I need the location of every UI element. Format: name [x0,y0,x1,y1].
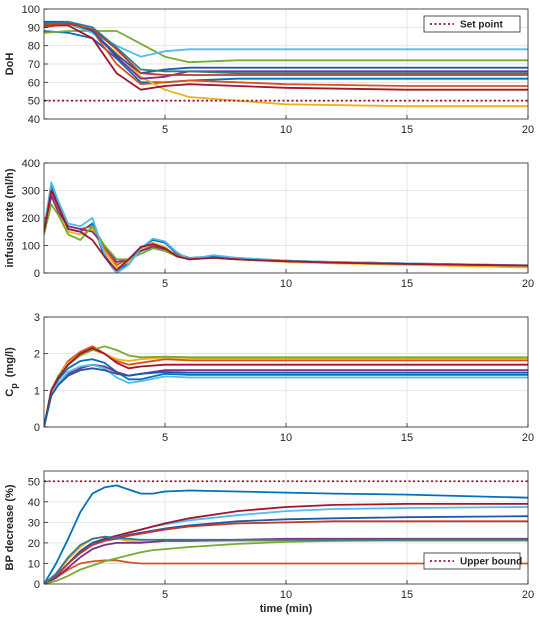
y-tick-label: 100 [22,241,40,253]
y-tick-label: 3 [34,312,40,324]
x-tick-label: 15 [401,278,413,290]
x-tick-label: 20 [522,124,534,136]
x-tick-label: 10 [280,124,292,136]
x-tick-label: 10 [280,432,292,444]
legend-label: Upper bound [460,557,522,568]
series-line-1 [44,484,528,584]
panel-2: 0 100 200 300 400 5 10 15 20 infusion rate (ml/h) [4,158,534,290]
legend: Set point [423,15,521,33]
series-line-4 [44,537,528,584]
y-tick-label: 400 [22,158,40,170]
series-group [44,484,528,584]
x-tick-label: 15 [401,589,413,601]
x-tick-label: 5 [162,278,168,290]
panel-3: 0 1 2 3 5 10 15 20 Cp (mg/l) [4,312,534,444]
series-line-7 [44,189,528,272]
x-tick-label: 5 [162,432,168,444]
y-tick-label: 2 [34,349,40,361]
series-line-10 [44,535,528,584]
y-axis-label: infusion rate (ml/h) [4,168,16,267]
x-tick-label: 10 [280,589,292,601]
series-line-5 [44,538,528,584]
panel-1: 40 50 60 70 80 90 100 5 10 15 20 DoH Set point [4,4,534,136]
y-tick-label: 0 [34,268,40,280]
x-tick-label: 15 [401,432,413,444]
series-line-2 [44,559,528,584]
x-tick-label: 20 [522,278,534,290]
legend-box [423,15,521,33]
y-tick-label: 100 [22,4,40,16]
series-line-5 [44,30,528,64]
y-tick-label: 30 [28,517,40,529]
series-group [44,20,528,108]
legend-label: Set point [460,20,503,31]
y-axis-label: BP decrease (%) [4,484,16,570]
y-axis-label: Cp (mg/l) [4,347,19,397]
series-line-9 [44,22,528,76]
series-line-9 [44,520,528,584]
y-tick-label: 1 [34,385,40,397]
x-tick-label: 15 [401,124,413,136]
y-tick-label: 80 [28,41,40,53]
y-tick-label: 20 [28,538,40,550]
y-tick-label: 90 [28,22,40,34]
y-axis-label: DoH [4,53,16,76]
legend: Upper bound [423,552,522,570]
legend-box [423,552,521,570]
y-tick-label: 200 [22,213,40,225]
panel-4: 0 10 20 30 40 50 5 10 15 20 BP decrease (%) time (m… [4,470,534,615]
series-line-8 [44,515,528,584]
x-tick-label: 5 [162,589,168,601]
x-tick-label: 20 [522,432,534,444]
y-tick-label: 60 [28,77,40,89]
y-tick-label: 50 [28,96,40,108]
y-tick-label: 300 [22,186,40,198]
series-line-6 [44,363,528,427]
series-line-7 [44,24,528,91]
y-tick-label: 50 [28,476,40,488]
y-tick-label: 0 [34,422,40,434]
y-tick-label: 40 [28,497,40,509]
series-group [44,181,528,273]
x-tick-label: 10 [280,278,292,290]
y-tick-label: 70 [28,59,40,71]
series-line-10 [44,20,528,75]
series-line-7 [44,347,528,427]
y-tick-label: 0 [34,579,40,591]
series-group [44,345,528,427]
y-tick-label: 40 [28,114,40,126]
x-tick-label: 20 [522,589,534,601]
series-line-8 [44,367,528,427]
x-axis-label: time (min) [260,603,313,615]
series-line-6 [44,20,528,58]
y-tick-label: 10 [28,558,40,570]
x-tick-label: 5 [162,124,168,136]
